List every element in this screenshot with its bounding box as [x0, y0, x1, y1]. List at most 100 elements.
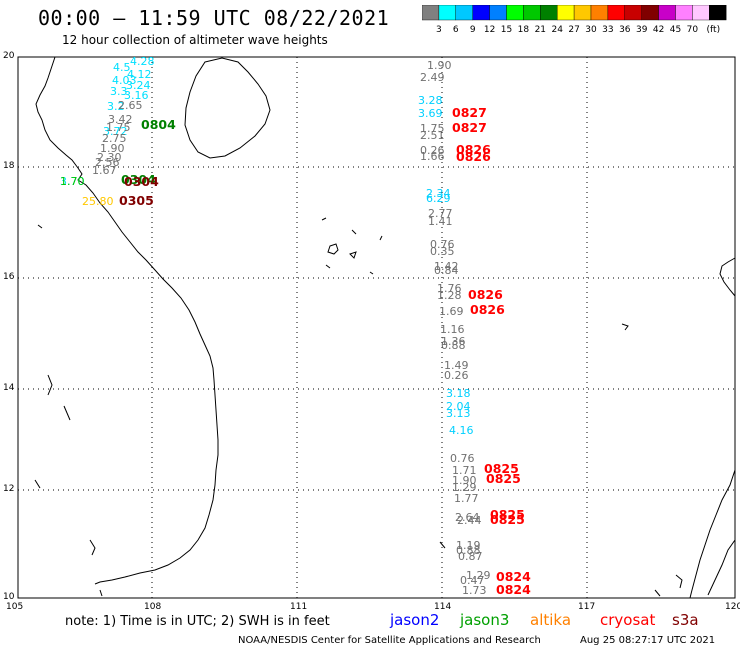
wave-height-value: 1.42: [434, 260, 459, 273]
wave-height-value: 0.84: [434, 264, 459, 277]
philippines-coastline: [719, 257, 736, 297]
wave-height-value: 0.76: [430, 238, 455, 251]
wave-height-value: 2.77: [428, 207, 453, 220]
wave-height-value: 6.29: [426, 192, 451, 205]
colorbar-swatch: [709, 5, 727, 21]
lat-tick-label: 12: [3, 484, 15, 494]
page-subtitle: 12 hour collection of altimeter wave hei…: [62, 33, 328, 47]
wave-height-value: 3.16: [124, 89, 149, 102]
lat-tick-label: 20: [3, 51, 15, 61]
wave-height-value: 1.29: [466, 569, 491, 582]
wave-height-value: 4.28: [130, 55, 155, 68]
wave-height-value: 1.49: [444, 359, 469, 372]
colorbar-label: 24: [551, 25, 563, 35]
wave-height-value: 1.77: [454, 492, 479, 505]
colorbar-label: 39: [636, 25, 648, 35]
wave-height-value: 1.90: [452, 474, 477, 487]
wave-height-value: 1.75: [106, 121, 131, 134]
wave-height-value: 3.3: [110, 85, 128, 98]
lat-tick-label: 14: [3, 383, 15, 393]
wave-height-value: 2.44: [457, 514, 482, 527]
pass-date-label: 0825: [490, 507, 525, 522]
wave-height-value: 2.65: [118, 99, 143, 112]
wave-height-value: 4.5: [113, 61, 131, 74]
page-title: 00:00 – 11:59 UTC 08/22/2021: [38, 6, 390, 30]
wave-height-value: 3.2: [107, 100, 125, 113]
satellite-legend-jason3: jason3: [460, 611, 510, 629]
wave-height-value: 3.18: [446, 387, 471, 400]
wave-height-value: 3.28: [418, 94, 443, 107]
satellite-legend-s3a: s3a: [672, 611, 699, 629]
wave-height-value: 2.49: [420, 71, 445, 84]
wave-height-value: 0.26: [420, 144, 445, 157]
pass-date-label: 0804: [141, 117, 176, 132]
wave-height-value: 1.90: [427, 59, 452, 72]
wave-height-value: 1.36: [441, 335, 466, 348]
wave-height-value: 2.04: [446, 400, 471, 413]
lon-tick-label: 114: [434, 602, 452, 612]
pass-date-label: 0825: [490, 512, 525, 527]
vietnam-coastline: [35, 56, 219, 585]
pass-date-label: 0827: [452, 120, 487, 135]
wave-height-value: 2.64: [455, 511, 480, 524]
wave-height-value: 0.88: [456, 544, 481, 557]
colorbar-label: 21: [535, 25, 546, 35]
colorbar-label: 33: [602, 25, 613, 35]
satellite-legend-cryosat: cryosat: [600, 611, 656, 629]
pass-date-label: 0826: [470, 302, 505, 317]
wave-height-value: 4.16: [449, 424, 474, 437]
colorbar-label: 70: [687, 25, 699, 35]
wave-height-value: 1.90: [100, 142, 125, 155]
wave-height-value: 2.34: [426, 187, 451, 200]
paracel-islands: [321, 217, 383, 275]
pass-date-label: 0304: [121, 172, 156, 187]
colorbar-label: 3: [436, 25, 442, 35]
wave-height-value: 1.76: [437, 282, 462, 295]
satellite-legend-jason2: jason2: [390, 611, 440, 629]
wave-height-value: 1.16: [440, 323, 465, 336]
wave-height-value: 0.35: [430, 245, 455, 258]
wave-height-value: 1.67: [92, 164, 117, 177]
wave-height-value: 0.87: [458, 550, 483, 563]
lon-tick-label: 111: [290, 602, 308, 612]
lat-tick-label: 18: [3, 161, 15, 171]
wave-height-value: 25.80: [82, 195, 114, 208]
colorbar-label: 9: [470, 25, 476, 35]
graticule: [18, 57, 735, 598]
lon-tick-label: 120: [725, 602, 740, 612]
wave-height-value: 3.42: [108, 113, 133, 126]
colorbar-label: 27: [568, 25, 579, 35]
pass-date-label: 0824: [496, 569, 531, 584]
wave-height-value: 1.69: [439, 305, 464, 318]
wave-height-value: 3.13: [446, 407, 471, 420]
wave-height-value: 1.19: [456, 539, 481, 552]
pass-date-label: 0827: [452, 105, 487, 120]
generated-timestamp: Aug 25 08:27:17 UTC 2021: [580, 635, 716, 646]
pass-date-label: 0304: [124, 174, 159, 189]
wave-height-value: 3.69: [418, 107, 443, 120]
wave-height-value: 0.47: [460, 574, 485, 587]
wave-height-value: 0.88: [441, 339, 466, 352]
pass-date-label: 0826: [456, 142, 491, 157]
lat-tick-label: 10: [3, 592, 15, 602]
wave-height-value: 1.41: [428, 215, 453, 228]
wave-height-value: 1.75: [420, 122, 445, 135]
colorbar-label: 42: [653, 25, 664, 35]
wave-height-value: 1.73: [462, 584, 487, 597]
colorbar-label: 12: [484, 25, 495, 35]
wave-height-value: 2.56: [95, 156, 120, 169]
pass-date-label: 0824: [496, 582, 531, 597]
lat-tick-label: 16: [3, 272, 15, 282]
colorbar-label: 15: [501, 25, 512, 35]
wave-height-value: 1.70: [60, 175, 85, 188]
footer-note: note: 1) Time is in UTC; 2) SWH is in fe…: [65, 614, 330, 629]
colorbar-label: 30: [585, 25, 597, 35]
wave-height-value: 2.51: [420, 129, 445, 142]
map-border: [17, 56, 736, 599]
wave-height-value: 4.03: [112, 74, 137, 87]
pass-date-label: 0826: [468, 287, 503, 302]
wave-height-value: 0.76: [450, 452, 475, 465]
lon-tick-label: 105: [6, 602, 24, 612]
pass-date-label: 0826: [456, 149, 491, 164]
pass-date-label: 0825: [484, 461, 519, 476]
